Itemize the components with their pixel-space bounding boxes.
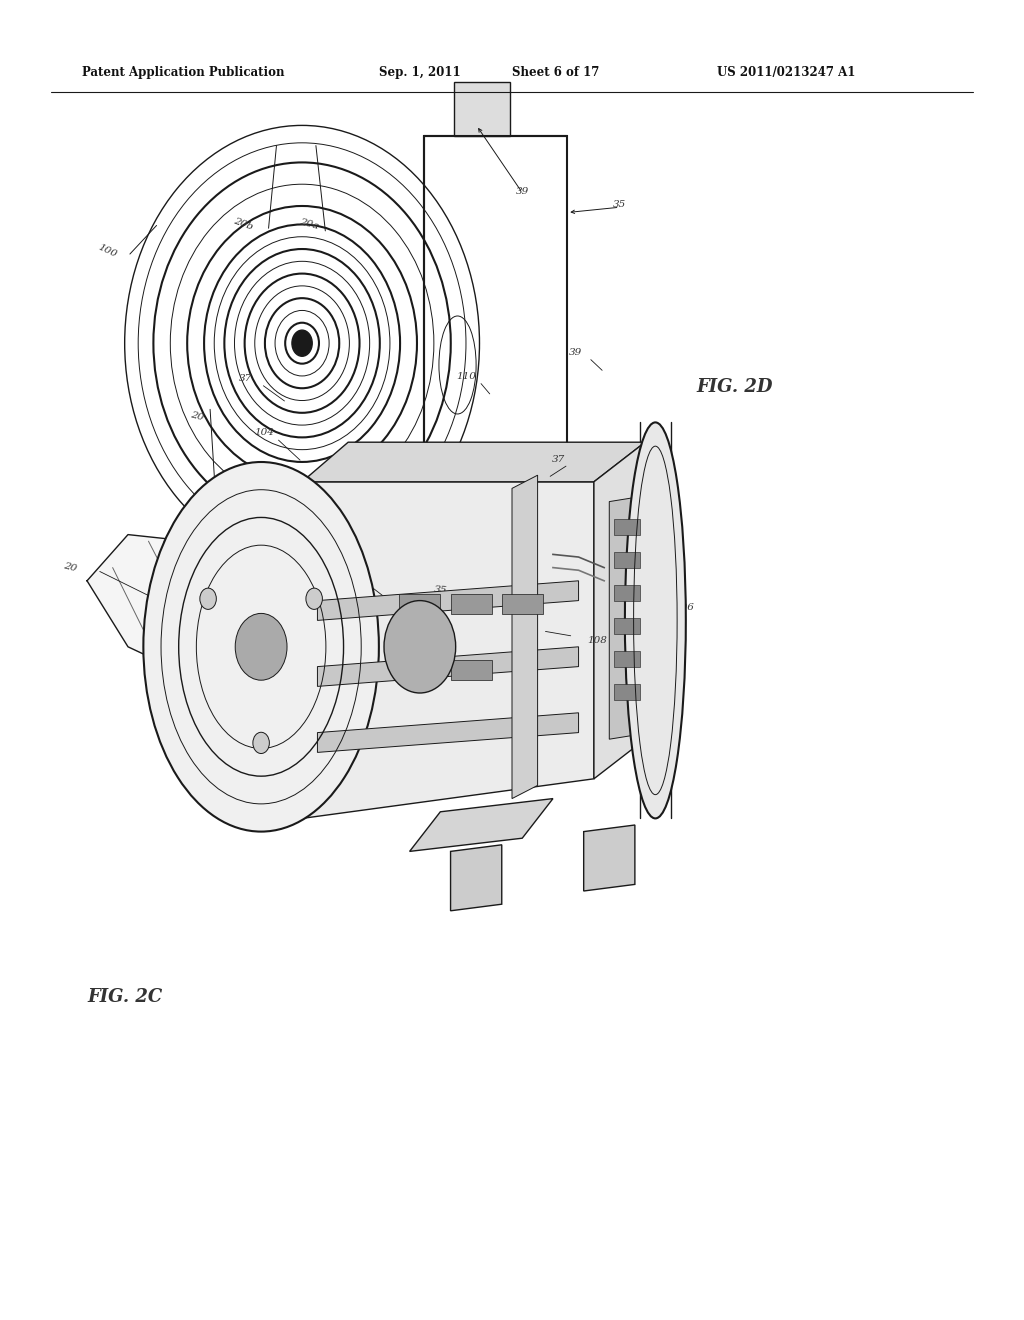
Circle shape [384, 601, 456, 693]
Bar [399, 660, 440, 680]
Bar [614, 618, 640, 634]
Polygon shape [512, 475, 538, 799]
Text: 37: 37 [240, 375, 252, 383]
Ellipse shape [143, 462, 379, 832]
Bar [614, 684, 640, 700]
Polygon shape [451, 845, 502, 911]
Bar [451, 660, 492, 680]
Text: 112: 112 [517, 623, 538, 631]
Bar [614, 519, 640, 535]
Bar [399, 594, 440, 614]
Bar [614, 585, 640, 601]
Text: 39: 39 [516, 187, 528, 195]
Text: 108: 108 [587, 636, 607, 644]
Bar [424, 136, 567, 550]
Bar [465, 550, 510, 605]
Polygon shape [87, 535, 271, 673]
Text: 100: 100 [96, 243, 119, 259]
Polygon shape [317, 647, 579, 686]
Bar [455, 82, 510, 136]
Text: 38b: 38b [640, 557, 660, 565]
Bar [502, 594, 543, 614]
Bar [451, 594, 492, 614]
Bar [614, 552, 640, 568]
Text: 37: 37 [552, 455, 564, 463]
Circle shape [253, 733, 269, 754]
Text: 39: 39 [569, 348, 582, 356]
Polygon shape [594, 442, 645, 779]
Polygon shape [317, 713, 579, 752]
Text: 110: 110 [456, 372, 476, 380]
Text: 20: 20 [62, 561, 77, 574]
Text: Patent Application Publication: Patent Application Publication [82, 66, 285, 79]
Text: Sheet 6 of 17: Sheet 6 of 17 [512, 66, 599, 79]
Text: FIG. 2D: FIG. 2D [696, 378, 773, 396]
Text: 38: 38 [343, 570, 357, 583]
Polygon shape [609, 495, 650, 739]
Polygon shape [302, 482, 594, 818]
Circle shape [236, 614, 287, 680]
Polygon shape [410, 799, 553, 851]
Bar [614, 651, 640, 667]
Text: 104: 104 [254, 429, 274, 437]
Circle shape [200, 589, 216, 610]
Text: 106: 106 [674, 603, 694, 611]
Text: 20a: 20a [299, 218, 319, 231]
Text: 35: 35 [613, 201, 626, 209]
Text: 38a: 38a [641, 513, 659, 521]
Text: 35: 35 [433, 585, 447, 595]
Text: FIG. 2C: FIG. 2C [87, 987, 162, 1006]
Text: 20: 20 [189, 409, 204, 422]
Text: US 2011/0213247 A1: US 2011/0213247 A1 [717, 66, 855, 79]
Ellipse shape [625, 422, 686, 818]
Polygon shape [584, 825, 635, 891]
Text: Sep. 1, 2011: Sep. 1, 2011 [379, 66, 461, 79]
Polygon shape [302, 442, 645, 482]
Text: 100: 100 [161, 722, 183, 735]
Polygon shape [317, 581, 579, 620]
Circle shape [292, 330, 312, 356]
Text: 20b: 20b [232, 216, 255, 232]
Circle shape [306, 589, 323, 610]
